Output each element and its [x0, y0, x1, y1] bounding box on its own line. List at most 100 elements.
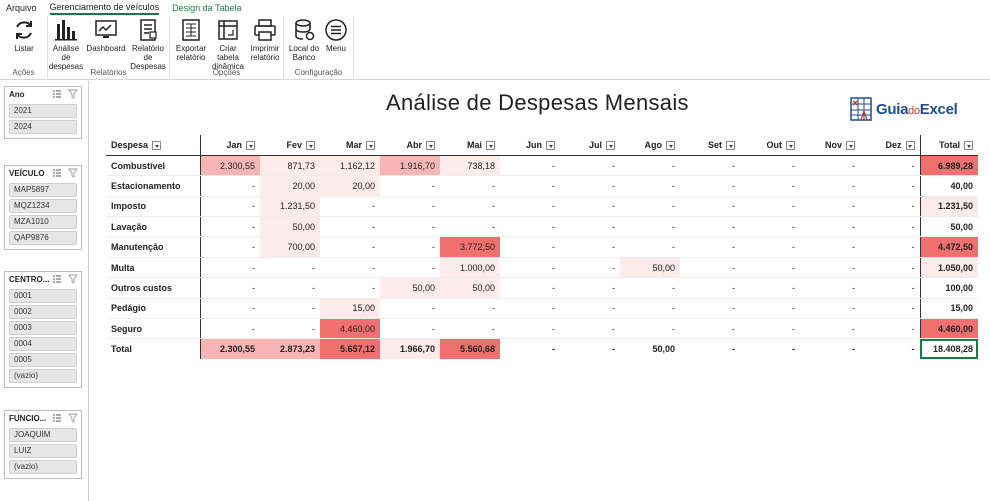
value-cell[interactable]: 738,18	[440, 155, 500, 177]
value-cell[interactable]: 20,00	[260, 175, 320, 197]
value-cell[interactable]: 5.560,68	[440, 338, 500, 360]
value-cell[interactable]: -	[199, 236, 260, 258]
slicer-item-2024[interactable]: 2024	[9, 120, 77, 134]
value-cell[interactable]: -	[860, 298, 920, 320]
row-total-cell[interactable]: 15,00	[919, 298, 978, 320]
value-cell[interactable]: -	[740, 338, 800, 360]
row-total-cell[interactable]: 1.050,00	[919, 257, 978, 279]
value-cell[interactable]: -	[320, 257, 380, 279]
value-cell[interactable]: -	[800, 236, 860, 258]
value-cell[interactable]: -	[440, 318, 500, 340]
clear-filter-icon[interactable]	[68, 274, 78, 284]
slicer-item-map5897[interactable]: MAP5897	[9, 183, 77, 197]
row-total-cell[interactable]: 4.472,50	[919, 236, 978, 258]
row-total-cell[interactable]: 40,00	[919, 175, 978, 197]
value-cell[interactable]: -	[740, 277, 800, 299]
value-cell[interactable]: -	[740, 318, 800, 340]
value-cell[interactable]: 3.772,50	[440, 236, 500, 258]
value-cell[interactable]: -	[740, 298, 800, 320]
row-label[interactable]: Lavação	[106, 216, 200, 238]
value-cell[interactable]: -	[500, 236, 560, 258]
value-cell[interactable]: -	[860, 257, 920, 279]
menu-button[interactable]: Menu	[322, 18, 350, 53]
value-cell[interactable]: -	[440, 298, 500, 320]
value-cell[interactable]: 1.162,12	[320, 155, 380, 177]
value-cell[interactable]: -	[620, 196, 680, 218]
row-label[interactable]: Imposto	[106, 196, 200, 218]
value-cell[interactable]: 1.916,70	[380, 155, 440, 177]
value-cell[interactable]: -	[620, 298, 680, 320]
row-total-cell[interactable]: 6.989,28	[919, 155, 978, 177]
value-cell[interactable]: -	[500, 155, 560, 177]
row-label[interactable]: Manutenção	[106, 236, 200, 258]
value-cell[interactable]: -	[560, 338, 620, 360]
value-cell[interactable]: 1.000,00	[440, 257, 500, 279]
value-cell[interactable]: -	[199, 257, 260, 279]
value-cell[interactable]: -	[199, 277, 260, 299]
value-cell[interactable]: -	[740, 257, 800, 279]
tab-arquivo[interactable]: Arquivo	[6, 3, 37, 13]
relatorio-de-despesas-button[interactable]: Relatório de Despesas	[128, 18, 168, 71]
value-cell[interactable]: -	[800, 318, 860, 340]
value-cell[interactable]: -	[500, 338, 560, 360]
value-cell[interactable]: -	[560, 196, 620, 218]
value-cell[interactable]: -	[620, 277, 680, 299]
value-cell[interactable]: -	[860, 196, 920, 218]
value-cell[interactable]: -	[560, 318, 620, 340]
value-cell[interactable]: -	[620, 216, 680, 238]
row-total-cell[interactable]: 100,00	[919, 277, 978, 299]
value-cell[interactable]: -	[440, 196, 500, 218]
value-cell[interactable]: -	[199, 196, 260, 218]
slicer-item-0004[interactable]: 0004	[9, 337, 77, 351]
multi-select-icon[interactable]	[52, 274, 62, 284]
value-cell[interactable]: 1.966,70	[380, 338, 440, 360]
filter-dropdown-icon[interactable]	[905, 141, 915, 150]
slicer-item-qap9876[interactable]: QAP9876	[9, 231, 77, 245]
value-cell[interactable]: -	[680, 155, 740, 177]
value-cell[interactable]: -	[680, 175, 740, 197]
listar-button[interactable]: Listar	[4, 18, 44, 53]
value-cell[interactable]: 50,00	[620, 338, 680, 360]
value-cell[interactable]: -	[560, 257, 620, 279]
value-cell[interactable]: -	[680, 277, 740, 299]
row-label[interactable]: Combustível	[106, 155, 200, 177]
filter-dropdown-icon[interactable]	[846, 141, 855, 150]
value-cell[interactable]: -	[740, 175, 800, 197]
value-cell[interactable]: -	[800, 338, 860, 360]
filter-dropdown-icon[interactable]	[606, 141, 615, 150]
value-cell[interactable]: 50,00	[440, 277, 500, 299]
value-cell[interactable]: -	[680, 318, 740, 340]
tab-design-da-tabela[interactable]: Design da Tabela	[172, 3, 242, 13]
exportar-relatorio-button[interactable]: Exportar relatório	[174, 18, 208, 62]
value-cell[interactable]: 871,73	[260, 155, 320, 177]
value-cell[interactable]: -	[380, 196, 440, 218]
value-cell[interactable]: -	[320, 277, 380, 299]
value-cell[interactable]: -	[500, 216, 560, 238]
row-label[interactable]: Multa	[106, 257, 200, 279]
value-cell[interactable]: -	[500, 277, 560, 299]
row-total-cell[interactable]: 4.460,00	[919, 318, 978, 340]
slicer-item-vazio[interactable]: (vazio)	[9, 369, 77, 383]
filter-dropdown-icon[interactable]	[366, 141, 375, 150]
value-cell[interactable]: -	[620, 236, 680, 258]
slicer-item-joaquim[interactable]: JOAQUIM	[9, 428, 77, 442]
value-cell[interactable]: -	[740, 196, 800, 218]
row-label[interactable]: Total	[106, 338, 200, 360]
value-cell[interactable]: -	[260, 318, 320, 340]
value-cell[interactable]: -	[380, 216, 440, 238]
value-cell[interactable]: -	[320, 236, 380, 258]
value-cell[interactable]: -	[680, 257, 740, 279]
value-cell[interactable]: -	[680, 216, 740, 238]
criar-tabela-dinamica-button[interactable]: Criar tabela dinâmica	[210, 18, 246, 71]
value-cell[interactable]: -	[680, 338, 740, 360]
slicer-item-0002[interactable]: 0002	[9, 305, 77, 319]
value-cell[interactable]: -	[500, 175, 560, 197]
filter-dropdown-icon[interactable]	[246, 141, 255, 150]
value-cell[interactable]: -	[800, 175, 860, 197]
clear-filter-icon[interactable]	[68, 89, 78, 99]
value-cell[interactable]: -	[260, 298, 320, 320]
dashboard-button[interactable]: Dashboard	[86, 18, 126, 53]
value-cell[interactable]: 15,00	[320, 298, 380, 320]
multi-select-icon[interactable]	[52, 168, 62, 178]
filter-dropdown-icon[interactable]	[786, 141, 795, 150]
